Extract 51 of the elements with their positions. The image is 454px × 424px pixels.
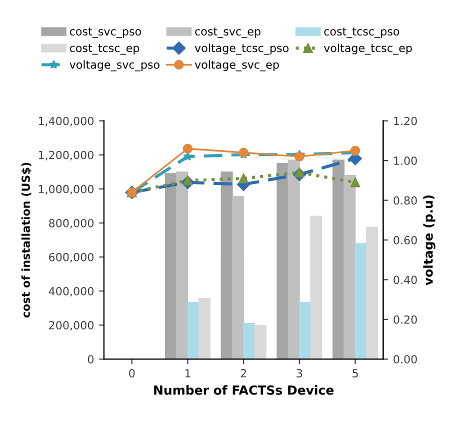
legend-label: voltage_tcsc_pso bbox=[194, 44, 289, 55]
y-tick-label: 600,000 bbox=[49, 252, 94, 263]
y-tick-label: 200,000 bbox=[49, 321, 94, 331]
bar bbox=[288, 160, 300, 360]
bar bbox=[332, 160, 345, 360]
y-tick-label: 400,000 bbox=[48, 287, 94, 297]
y-tick-label: 1,200,000 bbox=[38, 150, 94, 160]
y-tick-label: 800,000 bbox=[49, 218, 94, 228]
legend-label: voltage_svc_pso bbox=[70, 60, 160, 72]
y-axis-title: cost of installation (US$) bbox=[21, 162, 32, 318]
x-tick-label: 3 bbox=[296, 369, 302, 378]
x-tick-label: 1 bbox=[185, 369, 190, 378]
x-tick-label: 5 bbox=[352, 369, 358, 378]
y2-tick-label: 0.00 bbox=[394, 355, 417, 364]
bar bbox=[366, 226, 378, 360]
bar bbox=[344, 174, 356, 360]
bar bbox=[187, 302, 200, 360]
bar bbox=[276, 162, 289, 360]
legend-label: cost_tcsc_pso bbox=[324, 28, 400, 38]
bar bbox=[220, 171, 233, 360]
point bbox=[182, 144, 193, 154]
y2-tick-label: 0.40 bbox=[394, 276, 417, 284]
bar bbox=[298, 302, 311, 360]
legend-label: voltage_svc_ep bbox=[194, 60, 279, 72]
y2-axis-title: voltage (p.u) bbox=[423, 195, 436, 286]
y-tick-label: 0 bbox=[88, 355, 94, 364]
y2-tick-label: 1.00 bbox=[394, 156, 417, 165]
bar bbox=[198, 298, 210, 360]
y2-tick-label: 0.20 bbox=[394, 315, 417, 324]
legend-label: cost_tcsc_ep bbox=[70, 44, 140, 55]
bar bbox=[310, 216, 322, 360]
point bbox=[294, 152, 304, 162]
y2-tick-label: 1.20 bbox=[394, 116, 417, 126]
y-tick-label: 1,400,000 bbox=[38, 116, 94, 126]
y2-tick-label: 0.60 bbox=[394, 236, 417, 244]
legend-label: cost_svc_ep bbox=[195, 28, 260, 38]
point bbox=[350, 178, 360, 188]
y2-tick-label: 0.80 bbox=[394, 196, 417, 205]
bar bbox=[176, 171, 188, 360]
bar bbox=[354, 242, 367, 360]
x-tick-label: 0 bbox=[129, 369, 135, 378]
x-axis-title: Number of FACTSs Device bbox=[154, 385, 334, 395]
legend-label: cost_svc_pso bbox=[70, 28, 141, 38]
bar bbox=[232, 196, 244, 360]
x-tick-label: 2 bbox=[240, 369, 246, 378]
point bbox=[238, 174, 248, 184]
bar bbox=[254, 325, 266, 360]
bar bbox=[164, 173, 177, 360]
bar bbox=[243, 322, 256, 360]
legend-label: voltage_tcsc_ep bbox=[324, 44, 412, 55]
y-tick-label: 1,000,000 bbox=[38, 184, 94, 194]
